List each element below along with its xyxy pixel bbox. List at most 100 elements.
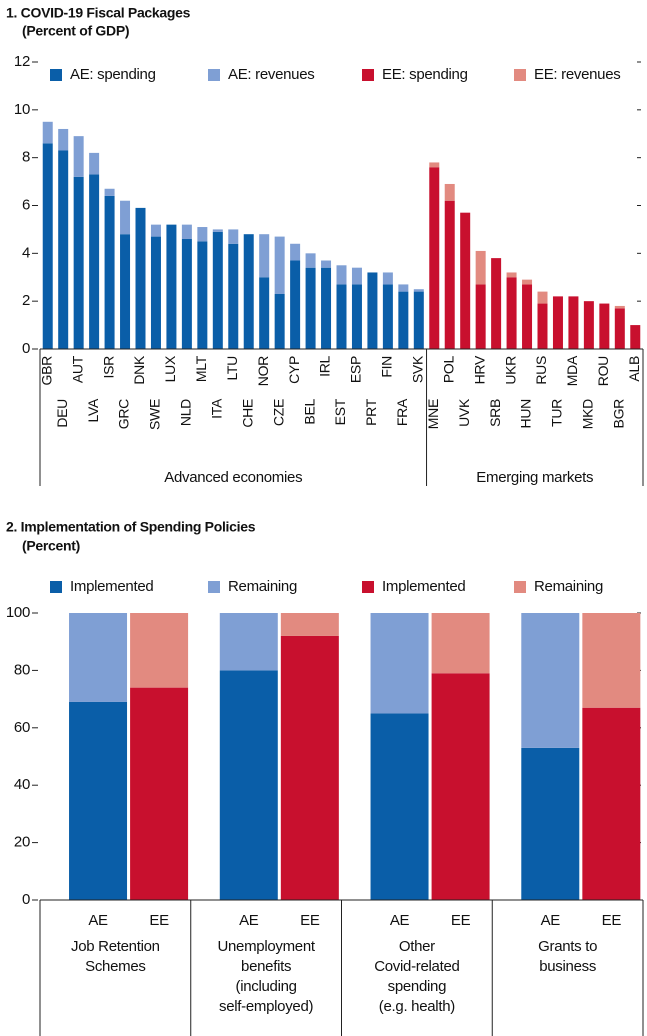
bar-segment [212,229,223,232]
bar-segment [444,200,455,349]
legend-swatch [208,69,220,81]
bar-segment [280,613,339,636]
x-tick-label: CHE [239,399,255,428]
bar-segment [212,231,223,349]
x-tick-label: ISR [100,356,116,379]
chart-title: 1. COVID-19 Fiscal Packages [6,5,191,21]
group-label: Covid-related [374,958,459,975]
x-tick-label: TUR [549,399,565,427]
y-tick-label: 0 [22,340,30,357]
bar-segment [568,296,579,349]
x-tick-label: CZE [270,399,286,426]
x-tick-label: EE [602,912,622,929]
bar-segment [336,284,347,349]
bar-segment [413,291,424,349]
bar-segment [58,150,69,349]
x-tick-label: PRT [363,398,379,426]
x-tick-label: NOR [255,356,271,386]
y-tick-label: 8 [22,149,30,166]
bar-segment [370,613,429,714]
group-label: (e.g. health) [379,998,455,1015]
bar-segment [150,236,161,349]
bar-segment [120,200,131,235]
chart-title: 2. Implementation of Spending Policies [6,519,256,535]
group-label: Other [399,938,435,955]
bar-segment [582,613,641,708]
bar-segment [259,234,270,278]
chart-subtitle: (Percent) [22,538,80,554]
group-label: Job Retention [71,938,160,955]
legend-swatch [50,581,62,593]
bar-segment [460,212,471,349]
legend-swatch [514,581,526,593]
x-tick-label: ROU [595,356,611,386]
bar-segment [552,296,563,349]
bar-segment [274,293,285,349]
bar-segment [475,250,486,285]
legend-swatch [362,69,374,81]
group-label: self-employed) [219,998,313,1015]
x-tick-label: EST [332,398,348,425]
x-tick-label: RUS [533,356,549,385]
bar-segment [321,267,332,349]
bar-segment [370,713,429,900]
bar-segment [42,143,53,349]
x-tick-label: HUN [518,399,534,428]
bar-segment [537,291,548,304]
bar-segment [599,303,610,349]
bar-segment [197,241,208,349]
x-tick-label: AE [239,912,259,929]
bar-segment [135,207,146,349]
bar-segment [42,121,53,144]
x-tick-label: LTU [224,356,240,381]
bar-segment [521,747,580,900]
bar-segment [305,267,316,349]
bar-segment [336,265,347,285]
bar-segment [444,183,455,201]
bar-segment [614,305,625,309]
bar-segment [429,162,440,168]
legend-swatch [50,69,62,81]
bar-segment [150,224,161,237]
bar-segment [58,128,69,151]
legend-swatch [208,581,220,593]
y-tick-label: 12 [14,53,30,70]
bar-segment [351,267,362,285]
y-tick-label: 60 [14,719,30,736]
bar-segment [431,673,490,900]
bar-segment [290,260,301,349]
bar-segment [104,188,115,196]
bar-segment [506,277,517,349]
y-tick-label: 2 [22,292,30,309]
bar-segment [614,308,625,349]
bar-segment [197,227,208,242]
legend-label: AE: spending [70,66,156,83]
x-tick-label: MLT [193,355,209,382]
bar-segment [290,243,301,261]
bar-segment [259,277,270,349]
x-tick-label: DNK [131,355,147,385]
bar-segment [321,260,332,268]
bar-segment [431,613,490,674]
bar-segment [429,167,440,349]
group-label: benefits [241,958,291,975]
bar-segment [351,284,362,349]
bar-segment [228,243,239,349]
bar-segment [69,613,128,702]
bar-segment [73,176,84,349]
x-tick-label: NLD [178,399,194,426]
x-tick-label: BEL [301,398,317,424]
x-tick-label: IRL [317,355,333,376]
bar-segment [382,284,393,349]
x-tick-label: EE [300,912,320,929]
x-tick-label: MDA [564,355,580,386]
x-tick-label: FIN [379,356,395,378]
bar-segment [219,613,278,671]
x-tick-label: POL [440,355,456,383]
legend-label: Implemented [70,578,153,595]
x-tick-label: SWE [147,399,163,430]
y-tick-label: 100 [6,604,30,621]
bar-segment [120,234,131,349]
bar-segment [475,284,486,349]
x-tick-label: UVK [456,398,472,427]
